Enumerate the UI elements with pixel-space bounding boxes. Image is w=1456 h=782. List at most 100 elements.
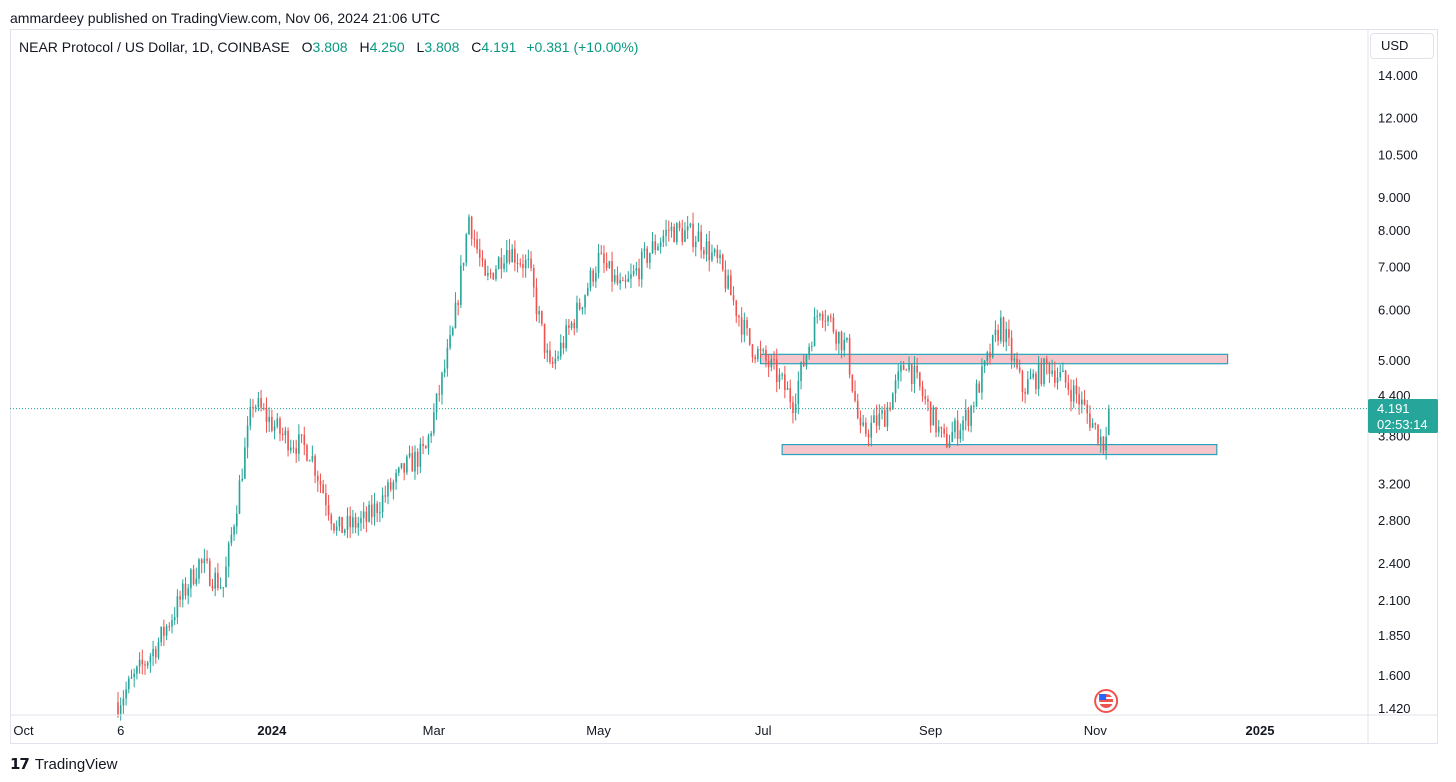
candle-body [352, 517, 354, 528]
candle-body [295, 448, 297, 454]
candle-body [703, 250, 705, 255]
candle-body [673, 226, 675, 243]
y-tick-label: 2.400 [1378, 556, 1411, 571]
x-tick-label: May [586, 723, 611, 738]
candle-body [470, 216, 473, 239]
legend-symbol: NEAR Protocol / US Dollar, 1D, COINBASE [19, 39, 290, 55]
candle-body [538, 311, 540, 315]
candle-body [700, 231, 702, 251]
candle-body [611, 261, 613, 282]
candle-body [1002, 317, 1005, 343]
candle-body [921, 386, 924, 397]
candle-body [341, 517, 343, 534]
candle-body [848, 337, 851, 375]
x-tick-label: Nov [1084, 723, 1108, 738]
candle-body [981, 366, 983, 393]
candle-body [157, 642, 160, 658]
y-tick-label: 3.200 [1378, 476, 1411, 491]
legend-change: +0.381 (+10.00%) [526, 39, 639, 55]
candle-body [136, 666, 138, 674]
candle-body [832, 317, 835, 332]
candle-body [187, 588, 189, 596]
candle-body [581, 307, 584, 310]
candle-body [487, 272, 489, 276]
candle-body [519, 263, 522, 265]
candle-body [1062, 370, 1064, 373]
candle-body [306, 445, 308, 461]
candle-body [146, 662, 149, 666]
candle-body [357, 523, 360, 528]
candle-body [1010, 337, 1013, 361]
candle-body [284, 430, 287, 436]
candle-body [516, 262, 519, 264]
chart-frame [10, 29, 1438, 744]
candle-body [535, 287, 538, 315]
candle-body [292, 447, 295, 449]
candle-body [865, 422, 867, 434]
candle-body [959, 430, 962, 439]
candle-body [327, 505, 330, 516]
candle-body [1105, 436, 1107, 451]
candle-body [1016, 358, 1018, 368]
candle-body [735, 300, 738, 316]
candle-body [346, 516, 349, 530]
candle-body [622, 280, 624, 282]
candle-body [443, 368, 446, 373]
candle-body [651, 241, 654, 254]
candle-body [665, 229, 667, 236]
candle-body [335, 526, 338, 531]
tradingview-brand[interactable]: 𝟭𝟳 TradingView [10, 755, 117, 774]
candle-body [181, 583, 184, 600]
candle-body [435, 393, 438, 413]
candle-body [881, 410, 883, 414]
candle-body [117, 702, 119, 715]
candle-body [802, 362, 805, 367]
currency-selector[interactable]: USD [1370, 33, 1434, 59]
candle-body [1094, 423, 1097, 425]
candle-body [338, 517, 341, 527]
candle-body [522, 264, 524, 269]
candle-body [584, 295, 586, 308]
candle-body [948, 441, 951, 448]
candle-body [406, 456, 408, 473]
candle-body [368, 504, 370, 522]
candle-body [597, 252, 600, 274]
candle-body [400, 463, 403, 468]
candle-body [935, 407, 937, 433]
candle-body [705, 241, 708, 255]
candle-body [835, 331, 837, 344]
candle-body [233, 526, 235, 535]
candle-body [325, 493, 327, 506]
candle-body [271, 416, 273, 431]
candle-body [757, 348, 759, 360]
candle-body [794, 404, 797, 414]
candle-body [524, 259, 527, 269]
candle-body [586, 287, 589, 296]
candle-body [638, 268, 640, 280]
candle-body [654, 241, 657, 251]
candle-body [875, 415, 878, 426]
candle-body [1070, 389, 1072, 402]
candle-body [130, 677, 133, 679]
candle-body [724, 269, 727, 289]
candle-body [775, 359, 778, 382]
candle-body [384, 495, 387, 497]
candle-body [179, 596, 181, 600]
candle-body [1078, 394, 1080, 405]
candle-body [403, 463, 405, 473]
candle-body [1032, 373, 1035, 378]
candle-body [273, 426, 276, 431]
candle-body [692, 223, 694, 248]
candle-body [900, 365, 902, 372]
candle-body [268, 416, 270, 422]
candle-body [311, 456, 314, 461]
candle-body [1089, 413, 1091, 428]
candle-body [246, 425, 249, 448]
candle-body [392, 482, 395, 490]
candle-body [627, 278, 630, 282]
candle-body [613, 275, 616, 282]
candle-body [1037, 362, 1040, 390]
candle-body [200, 559, 203, 564]
candle-body [973, 405, 975, 407]
